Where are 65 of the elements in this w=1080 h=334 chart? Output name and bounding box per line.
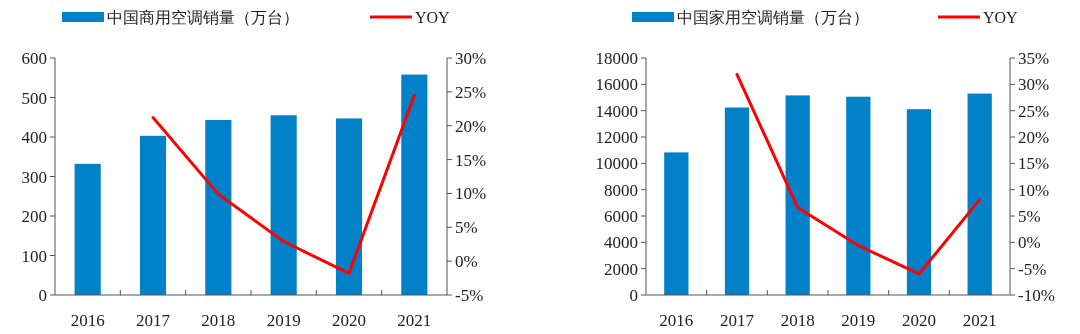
y2-tick-label: 5% — [455, 218, 478, 238]
y-tick-label: 0 — [38, 286, 47, 305]
y-tick-label: 300 — [21, 167, 47, 187]
bar — [664, 152, 689, 295]
x-tick-label: 2020 — [902, 311, 936, 330]
y2-tick-label: 15% — [1018, 154, 1050, 174]
bar — [724, 107, 750, 295]
bar — [139, 135, 167, 295]
y2-tick-label: 25% — [455, 82, 487, 102]
y2-tick-label: 30% — [455, 49, 487, 68]
bar — [335, 118, 363, 295]
bar — [205, 120, 232, 295]
y-tick-label: 100 — [21, 246, 47, 266]
y-tick-label: 0 — [629, 286, 638, 305]
legend-label: YOY — [415, 9, 451, 26]
x-tick-label: 2016 — [70, 311, 105, 330]
y-tick-label: 6000 — [604, 207, 638, 226]
y2-tick-label: 35% — [1018, 49, 1050, 68]
y2-tick-label: 0% — [455, 252, 478, 272]
y-tick-label: 600 — [21, 49, 47, 68]
bar — [401, 74, 428, 295]
y-tick-label: 16000 — [595, 75, 638, 95]
legend-label: 中国家用空调销量（万台） — [677, 9, 869, 26]
x-tick-label: 2017 — [136, 311, 171, 330]
y-tick-label: 500 — [21, 88, 47, 108]
line-series — [151, 93, 416, 275]
y-tick-label: 4000 — [604, 233, 638, 253]
y-tick-label: 18000 — [595, 49, 638, 68]
y-tick-label: 2000 — [604, 259, 638, 279]
x-tick-label: 2018 — [780, 311, 815, 330]
y-tick-label: 8000 — [604, 180, 638, 200]
line-series — [735, 72, 982, 276]
y2-tick-label: 5% — [1018, 207, 1041, 226]
y2-tick-label: -10% — [1018, 286, 1055, 305]
y2-tick-label: 20% — [1018, 128, 1050, 147]
x-tick-label: 2019 — [266, 311, 301, 330]
y-tick-label: 400 — [21, 128, 47, 147]
y-tick-label: 10000 — [595, 154, 638, 174]
x-tick-label: 2018 — [201, 311, 236, 330]
y2-tick-label: -5% — [1018, 259, 1047, 279]
x-tick-label: 2021 — [397, 311, 432, 330]
x-tick-label: 2017 — [720, 311, 755, 330]
y-tick-label: 14000 — [595, 101, 638, 121]
y2-tick-label: 0% — [1018, 233, 1041, 253]
legend-label: 中国商用空调销量（万台） — [107, 9, 299, 26]
y2-tick-label: -5% — [455, 286, 484, 305]
y2-tick-label: 20% — [455, 116, 487, 136]
legend-label: YOY — [983, 9, 1019, 26]
y-tick-label: 12000 — [595, 128, 638, 147]
y2-tick-label: 10% — [455, 184, 487, 204]
y2-tick-label: 10% — [1018, 180, 1050, 200]
x-tick-label: 2016 — [659, 311, 694, 330]
bar — [846, 96, 871, 295]
x-tick-label: 2021 — [962, 311, 997, 330]
x-tick-label: 2019 — [841, 311, 876, 330]
y2-tick-label: 15% — [455, 150, 487, 170]
bar — [785, 95, 810, 295]
bar — [906, 109, 932, 295]
bar — [967, 93, 992, 295]
y2-tick-label: 25% — [1018, 101, 1050, 121]
bar — [270, 115, 297, 295]
y-tick-label: 200 — [21, 207, 47, 226]
bar — [74, 163, 101, 295]
x-tick-label: 2020 — [332, 311, 366, 330]
y2-tick-label: 30% — [1018, 75, 1050, 95]
